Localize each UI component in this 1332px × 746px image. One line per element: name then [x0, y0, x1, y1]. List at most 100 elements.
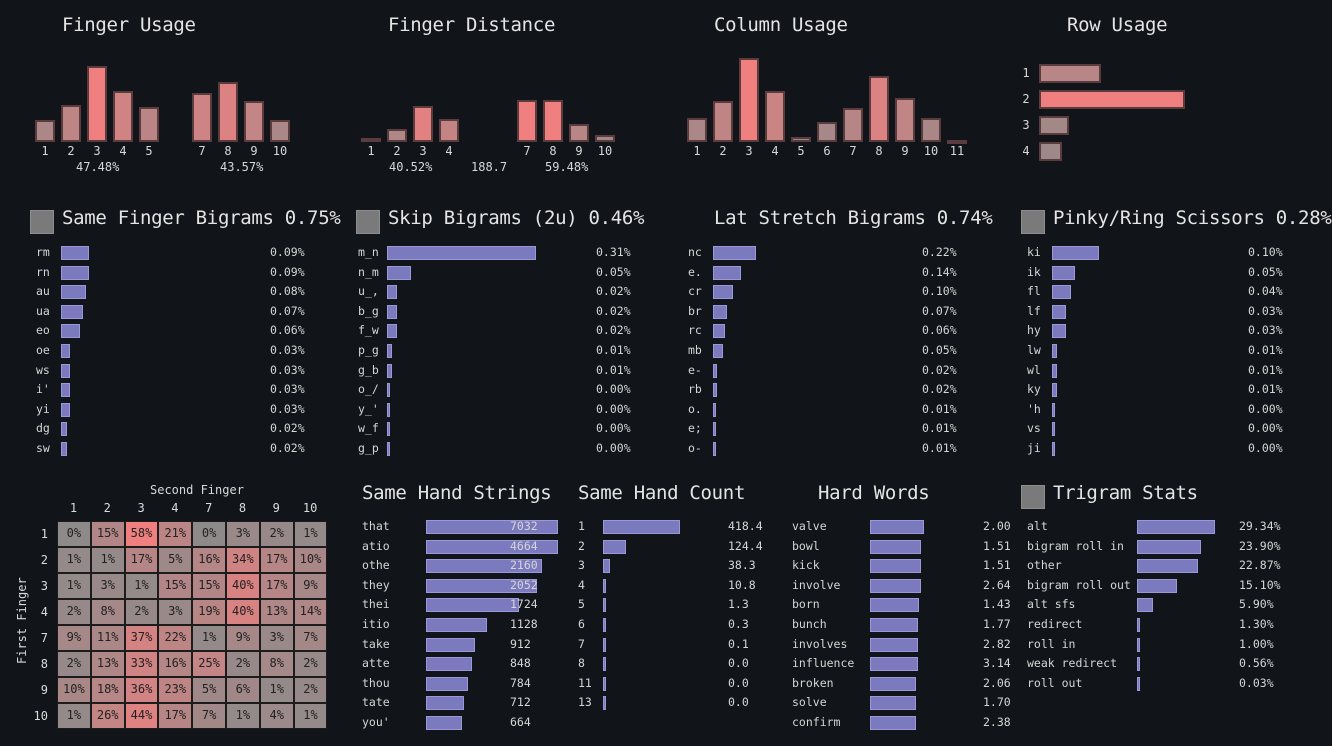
- list-row[interactable]: eo 0.06%: [36, 321, 326, 341]
- heatmap-cell[interactable]: 17%: [124, 547, 159, 573]
- list-row[interactable]: ji 0.00%: [1027, 439, 1317, 459]
- bar[interactable]: [35, 120, 55, 142]
- heatmap-cell[interactable]: 1%: [259, 677, 294, 703]
- bar[interactable]: [739, 58, 759, 142]
- bar[interactable]: [113, 91, 133, 142]
- heatmap-cell[interactable]: 15%: [192, 573, 226, 599]
- bar[interactable]: [947, 140, 967, 144]
- toggle-checkbox[interactable]: [1021, 210, 1045, 234]
- list-row[interactable]: yi 0.03%: [36, 400, 326, 420]
- list-row[interactable]: g_b 0.01%: [358, 361, 648, 381]
- list-row[interactable]: roll in 1.00%: [1027, 635, 1317, 655]
- heatmap-cell[interactable]: 1%: [90, 547, 125, 573]
- heatmap-cell[interactable]: 0%: [57, 521, 91, 547]
- list-row[interactable]: lw 0.01%: [1027, 341, 1317, 361]
- bar[interactable]: [687, 117, 707, 142]
- heatmap-cell[interactable]: 2%: [226, 651, 260, 677]
- list-row[interactable]: influence 3.14: [792, 654, 1012, 674]
- list-row[interactable]: other 22.87%: [1027, 556, 1317, 576]
- list-row[interactable]: fl 0.04%: [1027, 282, 1317, 302]
- list-row[interactable]: ki 0.10%: [1027, 243, 1317, 263]
- list-row[interactable]: n_m 0.05%: [358, 263, 648, 283]
- list-row[interactable]: valve 2.00: [792, 517, 1012, 537]
- heatmap-cell[interactable]: 2%: [259, 521, 294, 547]
- list-row[interactable]: rn 0.09%: [36, 263, 326, 283]
- list-row[interactable]: atio 4664: [362, 537, 562, 557]
- list-row[interactable]: b_g 0.02%: [358, 302, 648, 322]
- list-row[interactable]: 2 124.4: [578, 537, 768, 557]
- bar[interactable]: [843, 108, 863, 142]
- list-row[interactable]: cr 0.10%: [688, 282, 978, 302]
- list-row[interactable]: 1 418.4: [578, 517, 768, 537]
- list-row[interactable]: mb 0.05%: [688, 341, 978, 361]
- heatmap-cell[interactable]: 3%: [90, 573, 125, 599]
- bar[interactable]: [765, 91, 785, 142]
- list-row[interactable]: rc 0.06%: [688, 321, 978, 341]
- heatmap-cell[interactable]: 2%: [124, 599, 159, 625]
- list-row[interactable]: othe 2160: [362, 556, 562, 576]
- list-row[interactable]: itio 1128: [362, 615, 562, 635]
- list-row[interactable]: wl 0.01%: [1027, 361, 1317, 381]
- heatmap-cell[interactable]: 11%: [90, 625, 125, 651]
- heatmap-cell[interactable]: 10%: [293, 547, 328, 573]
- list-row[interactable]: bunch 1.77: [792, 615, 1012, 635]
- bar[interactable]: [1039, 90, 1185, 109]
- list-row[interactable]: hy 0.03%: [1027, 321, 1317, 341]
- list-row[interactable]: you' 664: [362, 713, 562, 733]
- heatmap-cell[interactable]: 40%: [226, 599, 260, 625]
- list-row[interactable]: 3 38.3: [578, 556, 768, 576]
- heatmap-cell[interactable]: 9%: [226, 625, 260, 651]
- bar[interactable]: [139, 106, 159, 142]
- list-row[interactable]: redirect 1.30%: [1027, 615, 1317, 635]
- list-row[interactable]: bigram roll out 15.10%: [1027, 576, 1317, 596]
- heatmap-cell[interactable]: 2%: [57, 599, 91, 625]
- list-row[interactable]: y_' 0.00%: [358, 400, 648, 420]
- list-row[interactable]: they 2052: [362, 576, 562, 596]
- heatmap-cell[interactable]: 8%: [259, 651, 294, 677]
- list-row[interactable]: 4 10.8: [578, 576, 768, 596]
- list-row[interactable]: involves 2.82: [792, 635, 1012, 655]
- bar[interactable]: [869, 76, 889, 142]
- heatmap-cell[interactable]: 2%: [57, 651, 91, 677]
- heatmap-cell[interactable]: 19%: [192, 599, 226, 625]
- heatmap-cell[interactable]: 40%: [226, 573, 260, 599]
- list-row[interactable]: u_, 0.02%: [358, 282, 648, 302]
- list-row[interactable]: ws 0.03%: [36, 361, 326, 381]
- list-row[interactable]: 13 0.0: [578, 693, 768, 713]
- list-row[interactable]: alt sfs 5.90%: [1027, 595, 1317, 615]
- heatmap-cell[interactable]: 2%: [293, 677, 328, 703]
- list-row[interactable]: i' 0.03%: [36, 380, 326, 400]
- heatmap-cell[interactable]: 1%: [57, 573, 91, 599]
- list-row[interactable]: weak redirect 0.56%: [1027, 654, 1317, 674]
- list-row[interactable]: w_f 0.00%: [358, 419, 648, 439]
- list-row[interactable]: bigram roll in 23.90%: [1027, 537, 1317, 557]
- heatmap-cell[interactable]: 1%: [293, 703, 328, 729]
- list-row[interactable]: au 0.08%: [36, 282, 326, 302]
- list-row[interactable]: kick 1.51: [792, 556, 1012, 576]
- heatmap-cell[interactable]: 0%: [192, 521, 226, 547]
- list-row[interactable]: broken 2.06: [792, 674, 1012, 694]
- bar[interactable]: [921, 118, 941, 142]
- heatmap-cell[interactable]: 16%: [158, 651, 193, 677]
- bar[interactable]: [543, 100, 563, 142]
- list-row[interactable]: e. 0.14%: [688, 263, 978, 283]
- heatmap-cell[interactable]: 14%: [293, 599, 328, 625]
- heatmap-cell[interactable]: 18%: [90, 677, 125, 703]
- list-row[interactable]: thei 1724: [362, 595, 562, 615]
- list-row[interactable]: bowl 1.51: [792, 537, 1012, 557]
- heatmap-cell[interactable]: 23%: [158, 677, 193, 703]
- heatmap-cell[interactable]: 2%: [293, 651, 328, 677]
- heatmap-cell[interactable]: 1%: [192, 625, 226, 651]
- list-row[interactable]: 5 1.3: [578, 595, 768, 615]
- heatmap-cell[interactable]: 34%: [226, 547, 260, 573]
- heatmap-cell[interactable]: 7%: [293, 625, 328, 651]
- list-row[interactable]: tate 712: [362, 693, 562, 713]
- list-row[interactable]: 6 0.3: [578, 615, 768, 635]
- list-row[interactable]: f_w 0.02%: [358, 321, 648, 341]
- heatmap-cell[interactable]: 44%: [124, 703, 159, 729]
- list-row[interactable]: atte 848: [362, 654, 562, 674]
- heatmap-cell[interactable]: 25%: [192, 651, 226, 677]
- bar[interactable]: [713, 100, 733, 142]
- list-row[interactable]: m_n 0.31%: [358, 243, 648, 263]
- heatmap-cell[interactable]: 15%: [158, 573, 193, 599]
